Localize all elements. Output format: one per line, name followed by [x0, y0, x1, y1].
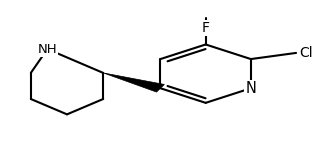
- Text: F: F: [202, 21, 210, 35]
- Polygon shape: [103, 73, 164, 92]
- Text: N: N: [246, 81, 256, 96]
- Text: Cl: Cl: [299, 46, 313, 60]
- Text: NH: NH: [38, 43, 57, 56]
